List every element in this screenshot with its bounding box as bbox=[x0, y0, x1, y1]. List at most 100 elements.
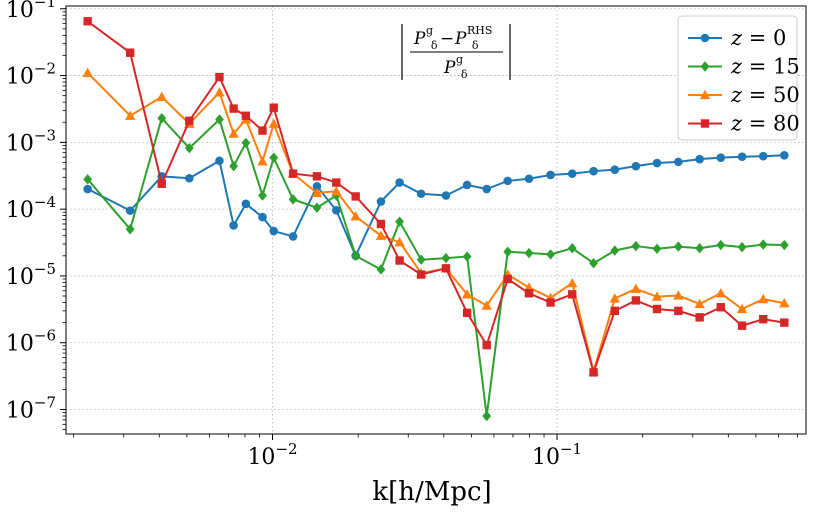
data-point bbox=[716, 239, 726, 251]
legend-entry: z = 0 bbox=[688, 26, 786, 50]
data-point bbox=[351, 192, 360, 201]
data-point bbox=[716, 303, 725, 312]
x-axis-label: k[h/Mpc] bbox=[372, 477, 491, 507]
data-point bbox=[395, 178, 404, 187]
data-point bbox=[737, 152, 747, 161]
data-point bbox=[258, 212, 267, 222]
numerator-right-sub: δ bbox=[472, 39, 479, 52]
legend-entry: z = 15 bbox=[688, 55, 800, 79]
data-point bbox=[631, 240, 641, 252]
data-point bbox=[288, 169, 298, 178]
data-point bbox=[157, 112, 167, 124]
data-point bbox=[332, 206, 341, 215]
data-point bbox=[652, 304, 662, 314]
x-tick-label: 10−2 bbox=[247, 440, 297, 470]
series-2 bbox=[83, 112, 789, 422]
data-point bbox=[441, 264, 451, 273]
legend-entry: z = 80 bbox=[688, 112, 800, 136]
data-point bbox=[546, 298, 555, 307]
data-point bbox=[481, 300, 492, 310]
numerator-left-sub: δ bbox=[431, 39, 438, 52]
series-4 bbox=[83, 17, 789, 377]
data-point bbox=[332, 178, 341, 187]
legend: z = 0 z = 15 z = 50 z = 80 bbox=[677, 15, 800, 141]
data-point bbox=[312, 181, 322, 191]
data-point bbox=[83, 184, 92, 194]
data-point bbox=[609, 293, 620, 303]
data-point bbox=[674, 157, 683, 167]
data-point bbox=[185, 173, 194, 183]
legend-label: z = 50 bbox=[730, 83, 800, 107]
denominator-symbol: P bbox=[443, 58, 456, 78]
data-point bbox=[546, 170, 555, 180]
y-tick-label: 10−2 bbox=[6, 60, 56, 90]
data-point bbox=[395, 216, 405, 227]
data-point bbox=[651, 291, 663, 301]
data-point bbox=[184, 142, 194, 154]
data-point bbox=[269, 103, 278, 112]
numerator-right-sup: RHS bbox=[467, 24, 492, 37]
x-tick-label: 10−1 bbox=[532, 440, 582, 470]
data-point bbox=[482, 184, 492, 194]
legend-marker bbox=[700, 33, 710, 43]
data-point bbox=[482, 410, 492, 422]
data-point bbox=[631, 161, 641, 171]
data-point bbox=[524, 289, 534, 298]
data-point bbox=[695, 243, 705, 254]
data-point bbox=[524, 247, 534, 259]
data-point bbox=[715, 288, 726, 298]
data-point bbox=[503, 246, 513, 257]
data-point bbox=[156, 91, 167, 102]
data-point bbox=[673, 241, 683, 252]
data-point bbox=[630, 283, 642, 294]
data-point bbox=[83, 17, 92, 26]
denominator: P δ bbox=[443, 58, 468, 81]
data-point bbox=[461, 289, 473, 299]
y-tick-label: 10−4 bbox=[6, 193, 56, 223]
data-point bbox=[269, 152, 279, 163]
data-point bbox=[228, 128, 239, 138]
data-point bbox=[546, 249, 555, 260]
data-point bbox=[157, 179, 166, 188]
data-point bbox=[758, 239, 768, 250]
data-point bbox=[737, 241, 747, 253]
data-point bbox=[376, 197, 386, 206]
data-point bbox=[482, 340, 491, 350]
data-point bbox=[185, 116, 194, 126]
data-point bbox=[441, 252, 451, 264]
data-point bbox=[312, 172, 322, 181]
y-tick-label: 10−3 bbox=[6, 126, 56, 156]
data-point bbox=[257, 156, 268, 166]
legend-entries: z = 0 z = 15 z = 50 z = 80 bbox=[688, 26, 800, 136]
data-point bbox=[416, 254, 426, 265]
data-point bbox=[610, 306, 619, 316]
numerator-left: P δ bbox=[413, 29, 438, 52]
data-point bbox=[394, 236, 405, 247]
data-point bbox=[351, 250, 361, 262]
plot-frame bbox=[65, 5, 807, 435]
data-point bbox=[589, 368, 598, 377]
y-tick-label: 10−1 bbox=[6, 0, 56, 23]
data-point bbox=[229, 104, 238, 113]
data-point bbox=[83, 174, 93, 185]
data-point bbox=[268, 118, 279, 128]
data-point bbox=[215, 114, 224, 125]
data-point bbox=[258, 190, 267, 201]
formula-annotation: P δ g − P δ RHS P δ g bbox=[401, 24, 511, 81]
data-point bbox=[780, 150, 789, 160]
data-point bbox=[124, 110, 136, 120]
data-point bbox=[695, 313, 704, 322]
data-point bbox=[779, 298, 790, 308]
data-point bbox=[695, 154, 704, 164]
y-tick-label: 10−5 bbox=[6, 260, 56, 290]
numerator-right: P δ bbox=[454, 29, 479, 52]
data-point bbox=[350, 211, 361, 221]
y-tick-labels: 10−1 10−2 10−3 10−4 10−5 10−6 10−7 bbox=[6, 0, 56, 424]
data-point bbox=[652, 243, 662, 254]
major-ticks bbox=[60, 8, 558, 440]
minus-sign: − bbox=[440, 29, 454, 49]
numerator-left-sup: g bbox=[426, 24, 433, 37]
y-tick-label: 10−7 bbox=[6, 394, 56, 424]
data-point bbox=[258, 126, 267, 135]
data-point bbox=[737, 321, 747, 330]
